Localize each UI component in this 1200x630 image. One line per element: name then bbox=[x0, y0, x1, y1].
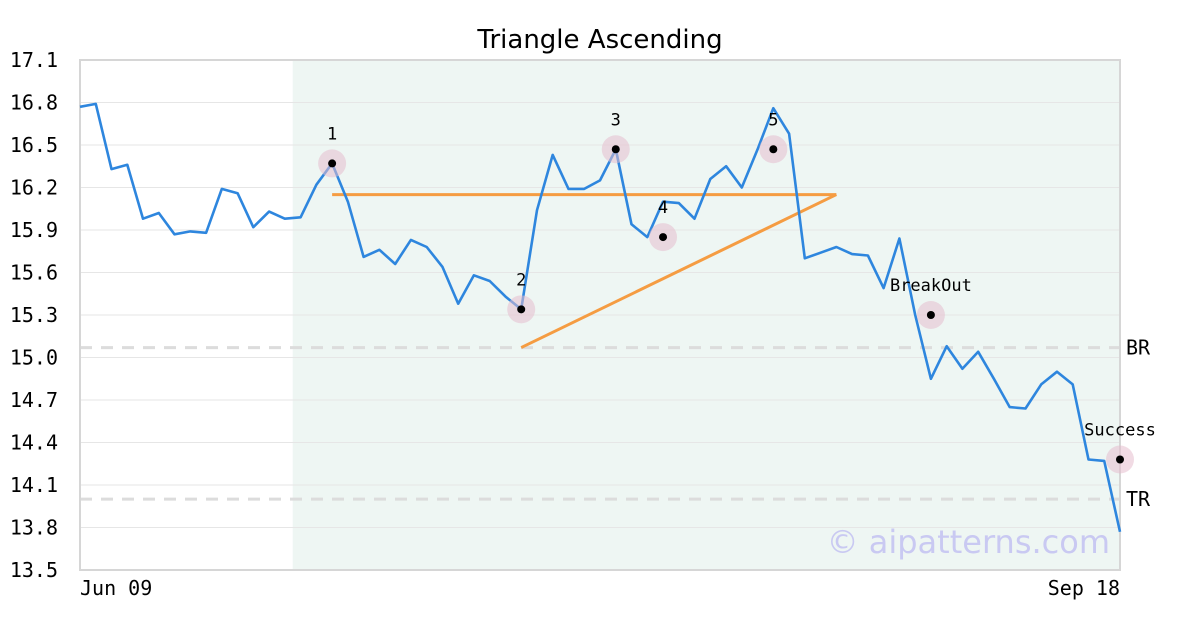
marker-label: 5 bbox=[768, 110, 778, 130]
y-tick-label: 15.6 bbox=[10, 261, 58, 285]
marker-label: Success bbox=[1084, 421, 1156, 441]
watermark: © aipatterns.com bbox=[827, 523, 1110, 561]
marker-label: 1 bbox=[327, 124, 337, 144]
marker-point bbox=[517, 305, 526, 314]
marker-point bbox=[611, 145, 620, 154]
plot-border bbox=[79, 59, 1121, 571]
y-tick-label: 14.4 bbox=[10, 431, 58, 455]
marker-point bbox=[769, 145, 778, 154]
y-tick-label: 17.1 bbox=[10, 48, 58, 72]
marker-label: 4 bbox=[658, 198, 668, 218]
marker-point bbox=[328, 159, 337, 168]
y-tick-label: 14.7 bbox=[10, 388, 58, 412]
price-line bbox=[79, 102, 1122, 533]
marker-point bbox=[1116, 455, 1124, 464]
y-tick-label: 15.9 bbox=[10, 218, 58, 242]
marker-point bbox=[659, 233, 668, 242]
chart-title: Triangle Ascending bbox=[476, 25, 722, 55]
trendline bbox=[520, 193, 838, 349]
x-tick-label: Sep 18 bbox=[1048, 576, 1120, 600]
marker-point bbox=[926, 311, 935, 319]
y-tick-label: 16.2 bbox=[10, 176, 58, 200]
y-tick-label: 16.8 bbox=[10, 91, 58, 115]
marker-label: 3 bbox=[611, 110, 621, 130]
reference-label: BR bbox=[1126, 336, 1151, 360]
x-tick-label: Jun 09 bbox=[80, 576, 152, 600]
marker-label: 2 bbox=[516, 270, 526, 290]
y-tick-label: 14.1 bbox=[10, 473, 58, 497]
y-tick-label: 16.5 bbox=[10, 133, 58, 157]
reference-label: TR bbox=[1126, 487, 1151, 511]
y-tick-label: 15.0 bbox=[10, 346, 58, 370]
plot-area: 17.1 16.8 16.5 16.2 15.9 15.6 15.3 15.0 14.7 14.4… bbox=[10, 48, 1156, 600]
y-tick-label: 15.3 bbox=[10, 303, 58, 327]
marker-label: BreakOut bbox=[890, 276, 972, 296]
y-tick-label: 13.5 bbox=[10, 558, 58, 582]
y-tick-label: 13.8 bbox=[10, 516, 58, 540]
